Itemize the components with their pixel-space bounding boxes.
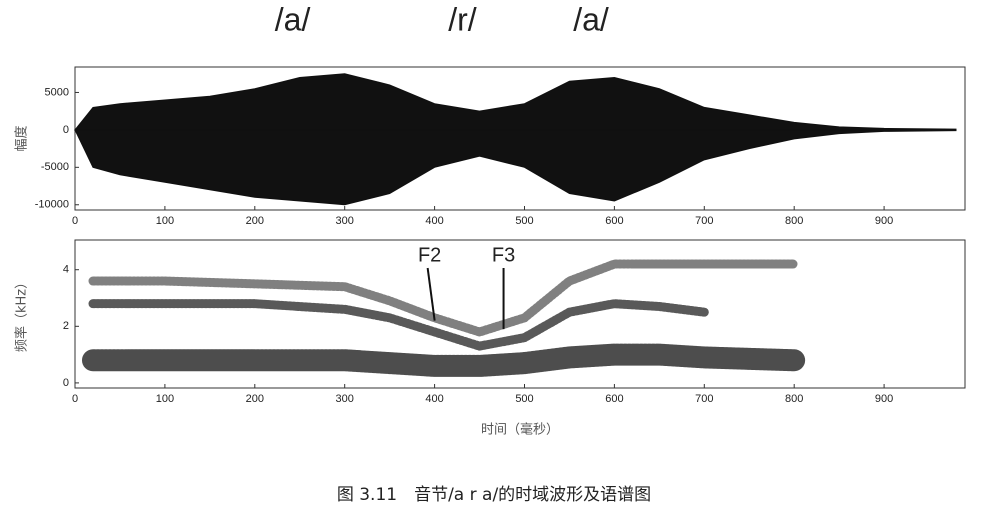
x-tick-label: 500 bbox=[515, 215, 533, 227]
x-axis-label: 时间（毫秒） bbox=[481, 422, 559, 438]
y-tick-label: 5000 bbox=[45, 86, 69, 98]
formant-band bbox=[88, 259, 799, 337]
x-tick-label: 300 bbox=[336, 393, 354, 405]
x-tick-label: 300 bbox=[336, 215, 354, 227]
y-tick-label: 0 bbox=[63, 124, 69, 136]
x-tick-label: 900 bbox=[875, 393, 893, 405]
y-axis-label: 频率（kHz） bbox=[14, 276, 30, 352]
plot-frame bbox=[74, 66, 966, 211]
x-tick-label: 400 bbox=[425, 215, 443, 227]
x-tick-label: 200 bbox=[246, 215, 264, 227]
x-tick-label: 900 bbox=[875, 215, 893, 227]
formant-label: F2 bbox=[418, 244, 441, 266]
x-tick-label: 800 bbox=[785, 215, 803, 227]
x-tick-label: 500 bbox=[515, 393, 533, 405]
x-tick-label: 400 bbox=[425, 393, 443, 405]
x-tick-label: 600 bbox=[605, 215, 623, 227]
plot-frame bbox=[74, 239, 966, 389]
x-tick-label: 700 bbox=[695, 215, 713, 227]
segment-label: /a/ bbox=[275, 1, 311, 37]
segment-label: /r/ bbox=[448, 1, 477, 37]
y-tick-label: 2 bbox=[63, 320, 69, 332]
x-tick-label: 100 bbox=[156, 393, 174, 405]
x-tick-label: 800 bbox=[785, 393, 803, 405]
caption: 图 3.11 音节/a r a/的时域波形及语谱图 bbox=[337, 485, 651, 505]
x-tick-label: 0 bbox=[72, 215, 78, 227]
waveform-envelope bbox=[74, 129, 957, 206]
y-axis-label: 幅度 bbox=[14, 125, 30, 151]
formant-band bbox=[88, 299, 709, 351]
x-tick-label: 0 bbox=[72, 393, 78, 405]
x-tick-label: 700 bbox=[695, 393, 713, 405]
segment-label: /a/ bbox=[573, 1, 609, 37]
y-tick-label: -5000 bbox=[41, 161, 69, 173]
waveform-envelope bbox=[73, 73, 957, 131]
x-tick-label: 200 bbox=[246, 393, 264, 405]
x-tick-label: 100 bbox=[156, 215, 174, 227]
y-tick-label: -10000 bbox=[35, 199, 69, 211]
formant-label: F3 bbox=[492, 244, 515, 266]
x-tick-label: 600 bbox=[605, 393, 623, 405]
y-tick-label: 4 bbox=[63, 264, 69, 276]
formant-arrow bbox=[426, 267, 436, 321]
y-tick-label: 0 bbox=[63, 377, 69, 389]
formant-band bbox=[81, 343, 806, 377]
